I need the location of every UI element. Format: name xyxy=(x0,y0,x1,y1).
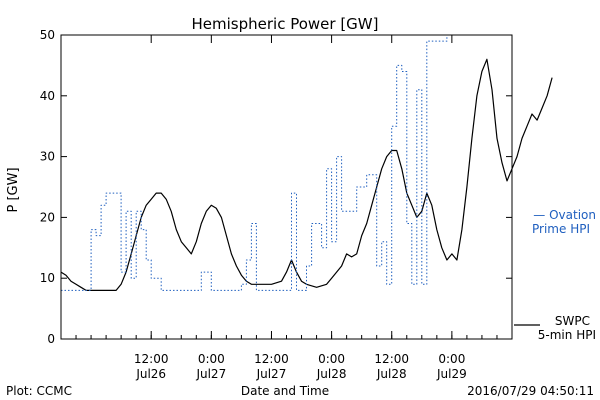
x-tick-label-time: 0:00 xyxy=(318,352,345,366)
legend-ovation-line2: Prime HPI xyxy=(532,222,590,236)
y-tick-label: 0 xyxy=(47,332,55,346)
y-tick-label: 10 xyxy=(40,271,55,285)
x-axis-ticks: 12:00Jul260:00Jul2712:00Jul270:00Jul2812… xyxy=(60,35,513,381)
x-tick-label-date: Jul27 xyxy=(195,367,226,381)
x-tick-label-date: Jul28 xyxy=(316,367,347,381)
x-tick-label-date: Jul28 xyxy=(376,367,407,381)
series-layer xyxy=(60,35,553,291)
x-tick-label-date: Jul29 xyxy=(436,367,467,381)
footer-credit: Plot: CCMC xyxy=(6,384,72,398)
y-axis-label: P [GW] xyxy=(6,167,21,212)
x-axis-label: Date and Time xyxy=(241,384,329,398)
y-tick-label: 50 xyxy=(40,28,55,42)
x-tick-label-time: 12:00 xyxy=(134,352,169,366)
legend-swpc-line2: 5-min HPI xyxy=(538,328,596,342)
legend-ovation-line1: — Ovation xyxy=(533,208,596,222)
chart-title: Hemispheric Power [GW] xyxy=(192,15,379,33)
series-line-swpc xyxy=(60,58,553,291)
footer-timestamp: 2016/07/29 04:50:11 xyxy=(467,384,594,398)
y-tick-label: 40 xyxy=(40,89,55,103)
plot-frame xyxy=(60,34,513,340)
x-tick-label-time: 0:00 xyxy=(198,352,225,366)
x-tick-label-date: Jul26 xyxy=(135,367,166,381)
series-line-ovation xyxy=(61,35,448,291)
x-tick-label-date: Jul27 xyxy=(256,367,287,381)
y-tick-label: 30 xyxy=(40,150,55,164)
legend-swpc-line1: SWPC xyxy=(555,314,590,328)
x-tick-label-time: 12:00 xyxy=(254,352,289,366)
x-tick-label-time: 0:00 xyxy=(438,352,465,366)
y-axis-ticks: 0 10 20 30 40 50 xyxy=(40,28,512,346)
y-tick-label: 20 xyxy=(40,210,55,224)
x-tick-label-time: 12:00 xyxy=(374,352,409,366)
